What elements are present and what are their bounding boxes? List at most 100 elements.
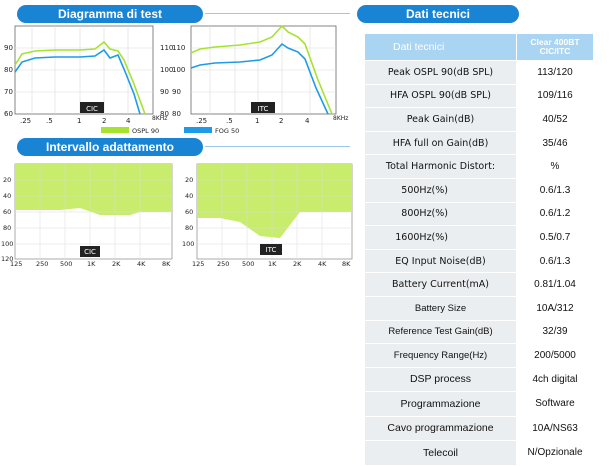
table-header-row: Dati tecnici Clear 400BT CIC/ITC [364, 33, 594, 61]
y-tick: 40 [185, 192, 193, 200]
row-label: DSP process [364, 366, 517, 393]
model-name: Clear 400BT [530, 37, 580, 47]
row-value: 0.6/1.2 [516, 201, 594, 227]
table-row: 800Hz(%) 0.6/1.2 [364, 201, 594, 227]
model-variant: CIC/ITC [539, 46, 571, 56]
row-label: Cavo programmazione [364, 415, 517, 442]
ospl-legend-label: OSPL 90 [132, 127, 159, 135]
x-tick: 4K [137, 260, 146, 268]
row-label: Battery Size [364, 295, 517, 321]
cic-label: CIC [86, 105, 98, 113]
left-tick: 60 [4, 110, 13, 118]
fog-legend-label: FOG 50 [215, 127, 239, 135]
adapt-chart-cic: CIC 20 40 60 80 100 120 125 250 500 1K 2… [1, 163, 173, 268]
y-tick: 100 [1, 240, 13, 248]
row-label: Peak OSPL 90(dB SPL) [364, 60, 517, 85]
row-value: 0.6/1.3 [516, 248, 594, 274]
x-tick: 8K [162, 260, 171, 268]
itc-label-box [260, 244, 282, 255]
row-label: 800Hz(%) [364, 201, 517, 227]
row-label: HFA OSPL 90(dB SPL) [364, 83, 517, 109]
y-tick: 20 [3, 176, 11, 184]
adaptation-range: CIC 20 40 60 80 100 120 125 250 500 1K 2… [1, 163, 353, 268]
row-value: N/Opzionale [516, 440, 594, 466]
y-tick: 40 [3, 192, 11, 200]
left-tick: 90 [4, 44, 13, 52]
header-divider [205, 13, 350, 14]
y-tick: 60 [3, 208, 11, 216]
table-row: DSP process 4ch digital [364, 366, 594, 393]
row-label: Total Harmonic Distort: [364, 154, 517, 179]
tech-data-table: Dati tecnici Clear 400BT CIC/ITC Peak OSP… [364, 33, 594, 466]
table-row: Telecoil N/Opzionale [364, 440, 594, 466]
ospl-curve-itc [190, 24, 333, 115]
row-label: EQ Input Noise(dB) [364, 248, 517, 274]
x-tick: 125 [10, 260, 22, 268]
adaptation-range-header: Intervallo adattamento [17, 138, 203, 156]
x-tick: 1K [87, 260, 96, 268]
x-tick: 4 [305, 117, 310, 125]
ospl-curve-cic [14, 40, 146, 115]
left-tick: 80 [4, 66, 13, 74]
row-label: Telecoil [364, 440, 517, 466]
right-tick: 110 [160, 44, 173, 52]
row-label: Peak Gain(dB) [364, 107, 517, 132]
table-row: Programmazione Software [364, 391, 594, 417]
row-value: 0.6/1.3 [516, 177, 594, 203]
table-row: HFA OSPL 90(dB SPL) 109/116 [364, 83, 594, 109]
x-tick: 4 [126, 117, 131, 125]
table-header-model: Clear 400BT CIC/ITC [516, 33, 594, 61]
x-tick: 500 [242, 260, 254, 268]
row-value: 0.81/1.04 [516, 272, 594, 297]
x-tick: 1K [268, 260, 277, 268]
row-value: % [516, 154, 594, 179]
adapt-chart-itc: ITC 20 40 60 80 100 125 250 500 1K 2K 4K… [182, 163, 353, 268]
itc-label-box [251, 102, 275, 113]
right-tick: 90 [160, 88, 169, 96]
test-chart-itc: ITC 110 100 90 80 .25 .5 1 2 4 8KHz [172, 24, 348, 125]
right-tick: 100 [160, 66, 173, 74]
cic-label-box [80, 102, 104, 113]
y-tick: 120 [1, 255, 13, 263]
left-tick: 90 [172, 88, 181, 96]
table-row: 1600Hz(%) 0.5/0.7 [364, 225, 594, 250]
table-row: Cavo programmazione 10A/NS63 [364, 415, 594, 442]
x-tick: 500 [60, 260, 72, 268]
fitting-range-fill [197, 164, 352, 238]
tech-data-header: Dati tecnici [357, 5, 519, 23]
left-tick: 100 [172, 66, 185, 74]
row-value: Software [516, 391, 594, 417]
fog-curve-itc [190, 42, 329, 115]
cic-label: CIC [84, 248, 96, 256]
itc-label: ITC [266, 246, 277, 254]
x-unit: 8KHz [152, 115, 167, 122]
itc-label: ITC [258, 105, 269, 113]
y-tick: 80 [185, 224, 193, 232]
table-row: Peak Gain(dB) 40/52 [364, 107, 594, 132]
x-tick: 125 [192, 260, 204, 268]
row-value: 35/46 [516, 130, 594, 156]
table-header-label: Dati tecnici [364, 33, 517, 61]
table-row: 500Hz(%) 0.6/1.3 [364, 177, 594, 203]
row-value: 10A/NS63 [516, 415, 594, 442]
cic-label-box [80, 246, 100, 257]
x-tick: .25 [196, 117, 207, 125]
table-row: Frequency Range(Hz) 200/5000 [364, 343, 594, 368]
table-row: Reference Test Gain(dB) 32/39 [364, 319, 594, 345]
table-row: Battery Size 10A/312 [364, 295, 594, 321]
x-tick: 2 [279, 117, 283, 125]
row-value: 109/116 [516, 83, 594, 109]
left-tick: 110 [172, 44, 185, 52]
x-tick: 2K [112, 260, 121, 268]
row-value: 113/120 [516, 60, 594, 85]
row-value: 40/52 [516, 107, 594, 132]
row-value: 10A/312 [516, 295, 594, 321]
fog-curve-cic [14, 48, 141, 115]
x-tick: .5 [46, 117, 53, 125]
row-label: HFA full on Gain(dB) [364, 130, 517, 156]
header-divider [205, 146, 350, 147]
fitting-range-fill [15, 164, 172, 215]
x-tick: 1 [77, 117, 81, 125]
table-row: Battery Current(mA) 0.81/1.04 [364, 272, 594, 297]
table-row: Peak OSPL 90(dB SPL) 113/120 [364, 60, 594, 85]
